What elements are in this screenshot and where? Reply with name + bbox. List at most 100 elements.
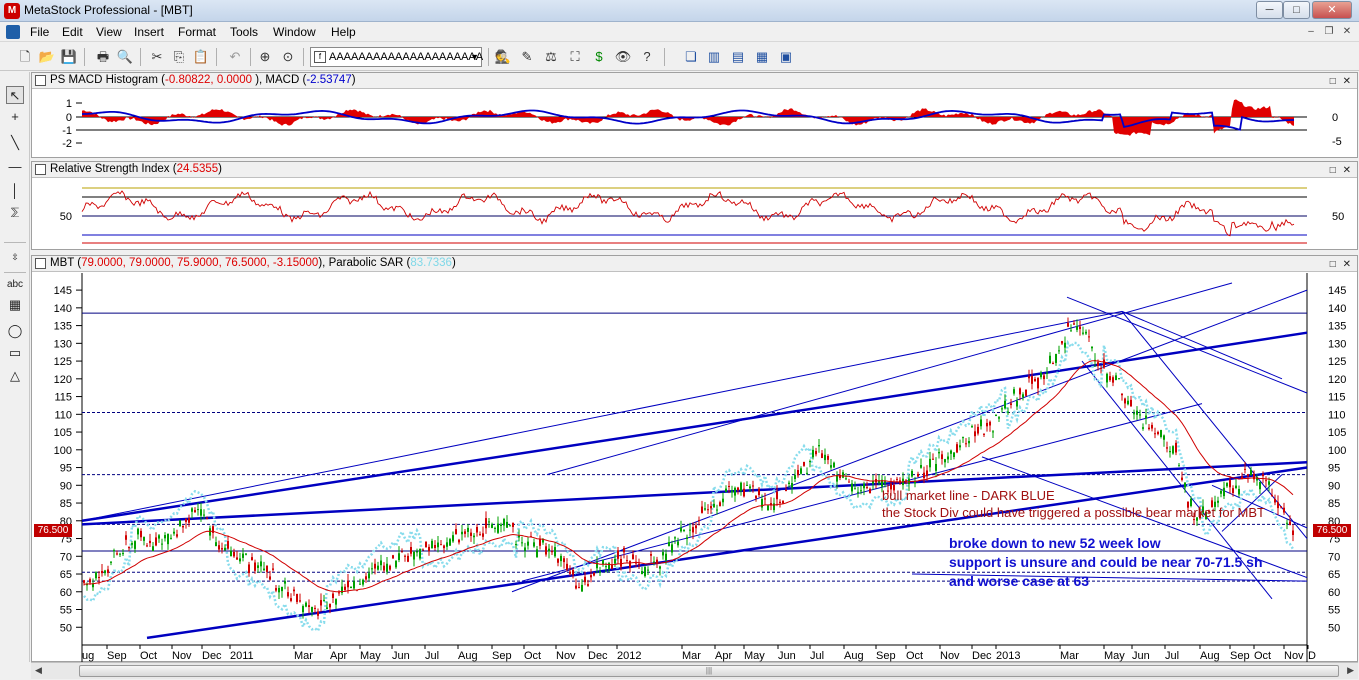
price-x-label: Dec — [588, 650, 608, 662]
vline-icon[interactable]: │ — [10, 183, 20, 198]
rsi-left-tick: 50 — [60, 211, 72, 223]
candle-body — [518, 535, 520, 538]
candle-body — [224, 547, 226, 551]
save-icon[interactable]: 💾 — [60, 49, 78, 64]
help-pointer-icon[interactable]: ? — [643, 49, 651, 64]
candle-body — [221, 548, 223, 550]
tile-grid-icon[interactable]: ▦ — [755, 49, 769, 64]
mdi-doc-icon[interactable] — [6, 25, 20, 39]
candle-body — [971, 426, 973, 428]
mdi-restore-icon[interactable]: ❐ — [1324, 26, 1334, 37]
mdi-close-icon[interactable]: ✕ — [1342, 26, 1352, 37]
minimize-button[interactable]: ─ — [1256, 1, 1283, 19]
price-pane[interactable]: MBT (79.0000, 79.0000, 75.9000, 76.5000,… — [31, 255, 1358, 662]
candle-body — [335, 599, 337, 605]
candle-body — [191, 508, 193, 512]
candle-body — [881, 479, 883, 487]
price-left-tick: 105 — [54, 427, 72, 439]
scroll-thumb[interactable]: ||| — [79, 665, 1339, 677]
mdi-minimize-icon[interactable]: – — [1308, 26, 1314, 37]
zoom-icon[interactable]: ⊙ — [282, 49, 294, 64]
dollar-icon[interactable]: $ — [595, 49, 603, 64]
layout-icon[interactable]: ▣ — [779, 49, 793, 64]
candle-body — [977, 426, 979, 434]
candle-body — [1274, 498, 1276, 503]
explorer-icon[interactable]: 🕵 — [494, 49, 512, 64]
tile-vertical-icon[interactable]: ▥ — [707, 49, 721, 64]
pane-buttons[interactable]: □ ✕ — [1329, 259, 1353, 270]
maximize-button[interactable]: □ — [1283, 1, 1310, 19]
price-x-label: May — [1104, 650, 1125, 662]
menu-file[interactable]: File — [30, 25, 50, 39]
menu-help[interactable]: Help — [331, 25, 356, 39]
candle-body — [938, 451, 940, 454]
line-icon[interactable]: ╲ — [11, 135, 19, 150]
text-icon[interactable]: abc — [6, 279, 24, 290]
arrange-icon[interactable]: ⇳ — [11, 252, 19, 262]
price-x-label: Nov — [172, 650, 192, 662]
macd-pane-header: PS MACD Histogram (-0.80822, 0.0000 ), M… — [32, 73, 1357, 89]
rsi-value: 24.5355 — [176, 163, 219, 175]
candle-body — [791, 483, 793, 488]
pointer-icon[interactable]: ↖ — [6, 86, 24, 104]
close-button[interactable]: ✕ — [1312, 1, 1352, 19]
indicator-combo[interactable]: f AAAAAAAAAAAAAAAAAAAAA ▼ — [310, 47, 483, 67]
print-preview-icon[interactable]: 🔍 — [116, 49, 134, 64]
grid-icon[interactable]: ▦ — [8, 297, 22, 312]
paste-icon[interactable]: 📋 — [192, 49, 210, 64]
candle-body — [107, 569, 109, 573]
macd-line — [82, 109, 1294, 131]
window-title: MetaStock Professional - [MBT] — [24, 3, 193, 17]
price-x-label: Sep — [876, 650, 896, 662]
menu-tools[interactable]: Tools — [230, 25, 259, 39]
system-icon[interactable]: ⛶ — [570, 49, 580, 64]
binoculars-icon[interactable]: 👁 — [614, 49, 632, 64]
lines-icon[interactable]: ⚖ — [545, 49, 557, 64]
new-icon[interactable]: 🗋 — [19, 49, 31, 64]
candle-body — [1178, 465, 1180, 467]
candle-body — [803, 461, 805, 466]
menu-insert[interactable]: Insert — [134, 25, 165, 39]
expert-icon[interactable]: ✎ — [521, 49, 533, 64]
price-x-label: Mar — [1060, 650, 1079, 662]
app-icon[interactable]: M — [4, 3, 20, 19]
undo-icon[interactable]: ↶ — [229, 49, 241, 64]
open-icon[interactable]: 📂 — [38, 49, 56, 64]
scroll-right-icon[interactable]: ▶ — [1347, 665, 1354, 675]
candle-body — [782, 501, 784, 504]
chevron-down-icon[interactable]: ▼ — [470, 52, 479, 62]
candle-body — [176, 534, 178, 537]
menu-view[interactable]: View — [96, 25, 122, 39]
candle-body — [665, 553, 667, 561]
menu-edit[interactable]: Edit — [62, 25, 83, 39]
copy-icon[interactable]: ⎘ — [173, 49, 185, 64]
tile-horizontal-icon[interactable]: ▤ — [731, 49, 745, 64]
fib-icon[interactable]: ⅀ — [10, 207, 20, 218]
candle-body — [830, 465, 832, 468]
pane-buttons[interactable]: □ ✕ — [1329, 165, 1353, 176]
pane-buttons[interactable]: □ ✕ — [1329, 76, 1353, 87]
candle-body — [587, 584, 589, 586]
trend-line — [1081, 360, 1273, 600]
candle-body — [1184, 482, 1186, 488]
menu-window[interactable]: Window — [273, 25, 316, 39]
trend-line — [1121, 310, 1283, 380]
print-icon[interactable]: 🖶 — [96, 49, 110, 64]
hline-icon[interactable]: — — [8, 159, 22, 174]
cut-icon[interactable]: ✂ — [151, 49, 163, 64]
ellipse-icon[interactable]: ◯ — [7, 323, 23, 338]
cascade-icon[interactable]: ❏ — [685, 49, 697, 64]
price-x-label: Nov — [556, 650, 576, 662]
crosshair-icon[interactable]: ⊕ — [259, 49, 271, 64]
candle-body — [1190, 498, 1192, 507]
menu-format[interactable]: Format — [178, 25, 217, 39]
cross-icon[interactable]: + — [11, 109, 19, 124]
triangle-icon[interactable]: △ — [10, 368, 20, 383]
price-left-tick: 115 — [54, 392, 72, 404]
macd-pane[interactable]: PS MACD Histogram (-0.80822, 0.0000 ), M… — [31, 72, 1358, 158]
rsi-pane[interactable]: Relative Strength Index (24.5355) □ ✕ 50… — [31, 161, 1358, 250]
rect-icon[interactable]: ▭ — [8, 345, 22, 360]
horizontal-scrollbar[interactable]: ◀ ||| ▶ — [31, 662, 1358, 679]
scroll-left-icon[interactable]: ◀ — [35, 665, 42, 675]
candle-body — [245, 553, 247, 555]
